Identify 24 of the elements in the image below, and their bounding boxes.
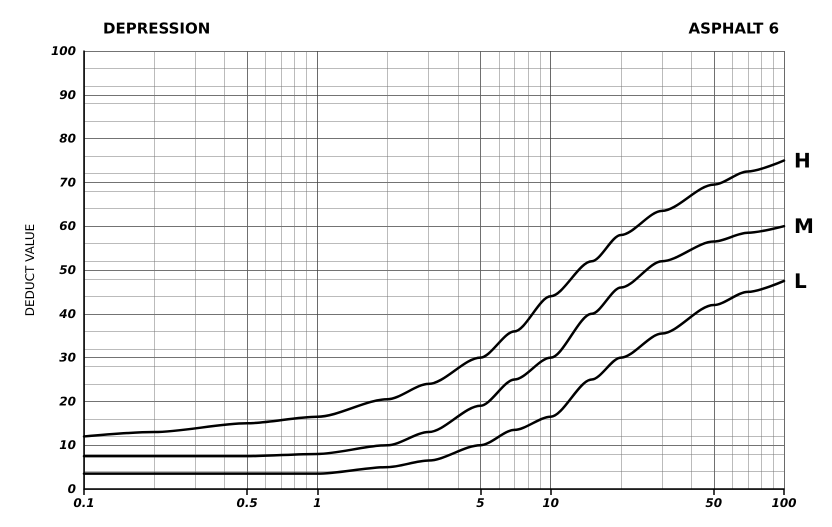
y-tick-label: 40 bbox=[58, 306, 76, 321]
series-label: H bbox=[794, 148, 811, 172]
x-tick-label: 0.1 bbox=[73, 496, 95, 510]
x-tick-label: 0.5 bbox=[236, 496, 258, 510]
x-tick-label: 5 bbox=[476, 496, 485, 510]
series-label: L bbox=[794, 268, 807, 293]
y-tick-label: 0 bbox=[68, 482, 76, 496]
y-tick-label: 100 bbox=[50, 44, 76, 58]
x-tick-label: 50 bbox=[705, 496, 722, 510]
y-axis-title: DEDUCT VALUE bbox=[23, 224, 37, 316]
x-tick-label: 10 bbox=[542, 496, 560, 510]
x-tick-label: 1 bbox=[313, 496, 322, 510]
chart-title: DEPRESSION bbox=[103, 20, 210, 38]
y-tick-label: 90 bbox=[59, 88, 76, 102]
y-tick-label: 30 bbox=[59, 350, 76, 365]
y-tick-label: 50 bbox=[59, 263, 76, 277]
y-tick-label: 70 bbox=[59, 175, 76, 190]
y-tick-label: 60 bbox=[59, 219, 76, 234]
y-tick-label: 80 bbox=[59, 132, 76, 146]
y-tick-label: 10 bbox=[59, 438, 76, 452]
x-tick-label: 100 bbox=[771, 496, 797, 510]
chart-subtitle: ASPHALT 6 bbox=[688, 20, 780, 38]
series-label: M bbox=[794, 214, 814, 238]
y-tick-label: 20 bbox=[59, 394, 76, 408]
